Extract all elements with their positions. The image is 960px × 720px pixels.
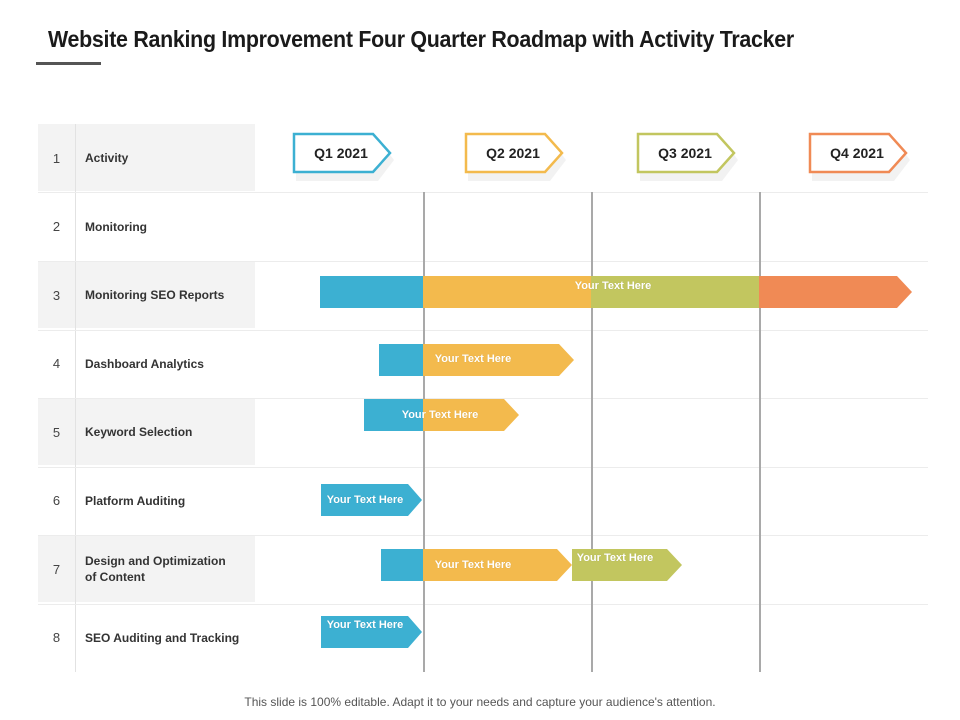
quarter-divider-q1-q2 xyxy=(423,192,425,672)
pentagon-arrow-icon xyxy=(808,132,910,181)
row-separator xyxy=(38,261,928,262)
pentagon-arrow-icon xyxy=(464,132,566,181)
gantt-bar-seo-reports: Your Text Here xyxy=(320,276,912,308)
row-label-activity: Activity xyxy=(85,151,129,165)
row-label-seo-auditing-tracking: SEO Auditing and Tracking xyxy=(85,631,240,645)
row-separator xyxy=(38,467,928,468)
row-label-keyword-selection: Keyword Selection xyxy=(85,425,193,439)
gantt-bar-shape xyxy=(379,344,574,376)
gantt-bar-platform-auditing: Your Text Here xyxy=(321,484,422,516)
row-number: 3 xyxy=(52,288,61,303)
gantt-bar-keyword-selection: Your Text Here xyxy=(364,399,519,431)
row-separator xyxy=(38,535,928,536)
gantt-bar-shape xyxy=(321,616,422,648)
row-bg xyxy=(38,261,255,328)
row-number: 6 xyxy=(52,493,61,508)
bar-text: Your Text Here xyxy=(326,619,404,631)
row-bg xyxy=(38,124,255,191)
bar-text: Your Text Here xyxy=(434,559,512,571)
bar-text: Your Text Here xyxy=(434,353,512,365)
row-label-monitoring: Monitoring xyxy=(85,220,147,234)
row-label-platform-auditing: Platform Auditing xyxy=(85,494,186,508)
row-label-monitoring-seo-reports: Monitoring SEO Reports xyxy=(85,288,225,302)
row-number: 8 xyxy=(52,630,61,645)
gantt-bar-shape xyxy=(320,276,912,308)
page-title: Website Ranking Improvement Four Quarter… xyxy=(48,26,794,52)
gantt-bar-design-optimization: Your Text Here Your Text Here xyxy=(381,549,682,581)
gantt-bar-shape xyxy=(321,484,422,516)
row-separator xyxy=(38,398,928,399)
pentagon-arrow-icon xyxy=(292,132,394,181)
bar-text: Your Text Here xyxy=(326,494,404,506)
bar-text: Your Text Here xyxy=(401,409,479,421)
bar-text: Your Text Here xyxy=(574,280,652,292)
row-label-dashboard-analytics: Dashboard Analytics xyxy=(85,357,204,371)
quarter-header-q1: Q1 2021 xyxy=(292,132,399,181)
row-number: 7 xyxy=(52,562,61,577)
row-bg xyxy=(38,535,255,602)
row-number: 2 xyxy=(52,219,61,234)
gantt-bar-dashboard-analytics: Your Text Here xyxy=(379,344,574,376)
quarter-divider-q2-q3 xyxy=(591,192,593,672)
gantt-bar-shape xyxy=(364,399,519,431)
row-number: 5 xyxy=(52,425,61,440)
row-number: 1 xyxy=(52,151,61,166)
row-bg xyxy=(38,398,255,465)
footer-note: This slide is 100% editable. Adapt it to… xyxy=(244,695,716,709)
quarter-header-q4: Q4 2021 xyxy=(808,132,915,181)
row-separator xyxy=(38,330,928,331)
quarter-divider-q3-q4 xyxy=(759,192,761,672)
gantt-bar-shape xyxy=(381,549,682,581)
gantt-bar-seo-auditing: Your Text Here xyxy=(321,616,422,648)
pentagon-arrow-icon xyxy=(636,132,738,181)
row-separator xyxy=(38,604,928,605)
quarter-label: Q4 2021 xyxy=(830,145,884,161)
quarter-header-q3: Q3 2021 xyxy=(636,132,743,181)
quarter-header-q2: Q2 2021 xyxy=(464,132,571,181)
title-underline xyxy=(36,62,101,65)
bar-text: Your Text Here xyxy=(576,552,654,564)
quarter-label: Q3 2021 xyxy=(658,145,712,161)
quarter-label: Q2 2021 xyxy=(486,145,540,161)
quarter-label: Q1 2021 xyxy=(314,145,368,161)
row-label-design-optimization: Design and Optimization of Content xyxy=(85,554,226,584)
row-number: 4 xyxy=(52,356,61,371)
row-separator xyxy=(38,192,928,193)
